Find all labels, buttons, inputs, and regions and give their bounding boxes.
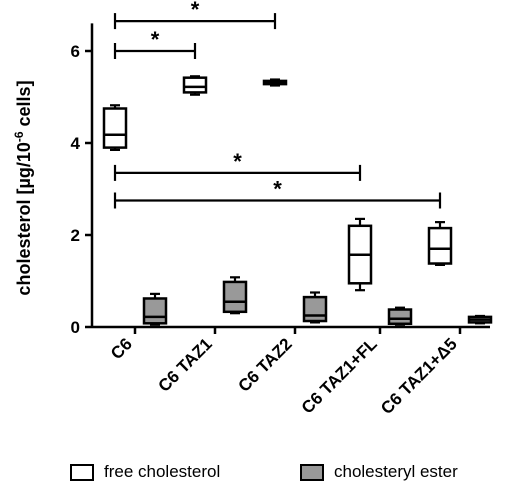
y-tick-label-6: 6 <box>71 42 80 61</box>
box-body <box>302 295 328 323</box>
legend: free cholesterol cholesteryl ester <box>0 462 512 488</box>
box-body <box>222 280 248 314</box>
x-tick-label-1: C6 TAZ1 <box>155 334 216 395</box>
x-tick-label-4: C6 TAZ1+Δ5 <box>377 334 461 418</box>
box-body <box>142 297 168 325</box>
y-axis-label-main: cholesterol [µg/10 <box>14 142 34 295</box>
legend-item-free-cholesterol: free cholesterol <box>70 462 220 482</box>
box-1-4 <box>467 314 493 325</box>
significance-bracket-3: * <box>113 177 442 209</box>
y-axis-label-tail: cells] <box>14 80 34 131</box>
legend-swatch-cholesteryl-ester <box>300 463 324 481</box>
box-body <box>387 308 413 326</box>
y-axis-label-superscript: -6 <box>12 131 26 142</box>
box-body <box>427 226 453 265</box>
box-1-3 <box>387 306 413 326</box>
box-0-4 <box>427 221 453 266</box>
box-0-0 <box>102 104 128 151</box>
y-tick-label-2: 2 <box>71 226 80 245</box>
significance-star-2: * <box>233 149 242 174</box>
significance-bracket-0: * <box>113 27 197 59</box>
box-0-1 <box>182 75 208 96</box>
box-1-1 <box>222 276 248 315</box>
legend-swatch-free-cholesterol <box>70 463 94 481</box>
significance-brackets: * * * * <box>113 0 442 209</box>
significance-star-1: * <box>191 0 200 22</box>
significance-bracket-2: * <box>113 149 362 181</box>
legend-label-cholesteryl-ester: cholesteryl ester <box>334 462 458 481</box>
x-tick-label-2: C6 TAZ2 <box>235 334 296 395</box>
box-0-3 <box>347 217 373 292</box>
significance-star-3: * <box>273 177 282 202</box>
box-body <box>182 76 208 94</box>
y-tick-label-0: 0 <box>71 318 80 337</box>
box-body <box>102 107 128 149</box>
box-0-2 <box>262 78 288 87</box>
y-axis-label: cholesterol [µg/10-6 cells] <box>12 80 34 295</box>
x-tick-label-3: C6 TAZ1+FL <box>298 334 381 417</box>
x-tick-label-0: C6 <box>107 334 136 363</box>
box-1-0 <box>142 292 168 326</box>
significance-star-0: * <box>151 27 160 52</box>
legend-label-free-cholesterol: free cholesterol <box>104 462 221 481</box>
significance-bracket-1: * <box>113 0 277 30</box>
y-tick-label-4: 4 <box>71 134 81 153</box>
legend-item-cholesteryl-ester: cholesteryl ester <box>300 462 458 482</box>
boxes <box>102 75 493 326</box>
box-1-2 <box>302 291 328 324</box>
